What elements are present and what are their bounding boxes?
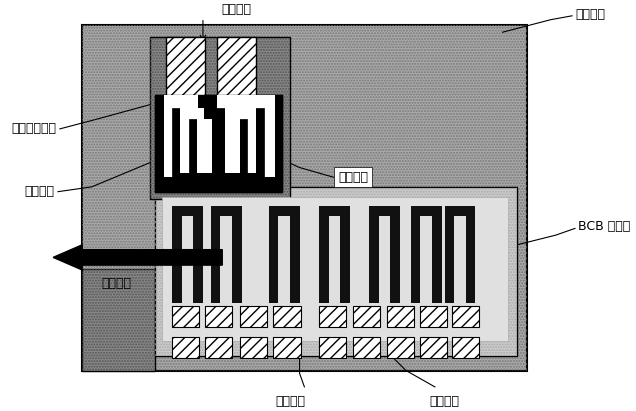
Bar: [155, 95, 282, 192]
Bar: [225, 108, 256, 173]
Bar: [411, 206, 420, 303]
Bar: [218, 95, 275, 177]
Bar: [205, 337, 232, 358]
Bar: [319, 306, 346, 327]
Text: 加热电阻: 加热电阻: [275, 395, 305, 408]
Text: 聚酰亚胺: 聚酰亚胺: [575, 8, 605, 21]
Text: 氧化铝参考区: 氧化铝参考区: [11, 122, 56, 135]
Bar: [164, 95, 198, 177]
Text: 金互连线: 金互连线: [429, 395, 460, 408]
Bar: [205, 306, 232, 327]
Bar: [82, 25, 527, 372]
Bar: [273, 337, 301, 358]
Bar: [369, 206, 400, 216]
Bar: [172, 108, 264, 183]
Bar: [452, 306, 480, 327]
Bar: [211, 206, 220, 303]
Bar: [166, 37, 205, 100]
Bar: [268, 206, 300, 216]
Text: 金互连线: 金互连线: [222, 3, 252, 16]
Bar: [319, 206, 350, 216]
Bar: [172, 206, 182, 303]
Bar: [180, 108, 204, 173]
Bar: [193, 206, 203, 303]
Bar: [197, 119, 212, 173]
Bar: [211, 206, 242, 216]
Bar: [232, 206, 242, 303]
Bar: [150, 37, 290, 199]
Bar: [340, 206, 350, 303]
Text: 参考电阻: 参考电阻: [24, 185, 54, 198]
Bar: [155, 187, 517, 356]
Bar: [466, 206, 476, 303]
Bar: [290, 206, 300, 303]
Bar: [268, 206, 279, 303]
Bar: [82, 25, 527, 372]
Bar: [432, 206, 441, 303]
Bar: [319, 206, 329, 303]
Bar: [273, 306, 301, 327]
Bar: [391, 206, 400, 303]
Bar: [150, 37, 290, 199]
Bar: [82, 269, 155, 372]
Bar: [353, 337, 380, 358]
Text: 敏感方向: 敏感方向: [101, 277, 131, 290]
Text: BCB 键合胶: BCB 键合胶: [578, 220, 630, 233]
Bar: [82, 269, 155, 372]
Bar: [172, 206, 203, 216]
Bar: [162, 196, 508, 342]
Bar: [411, 206, 441, 216]
Bar: [445, 206, 476, 216]
Bar: [172, 337, 199, 358]
Bar: [387, 306, 413, 327]
Text: 传感电阻: 传感电阻: [338, 171, 368, 184]
Bar: [319, 337, 346, 358]
Bar: [225, 119, 240, 173]
Bar: [369, 206, 379, 303]
Bar: [353, 306, 380, 327]
Bar: [155, 187, 517, 356]
Bar: [155, 95, 282, 192]
Bar: [172, 306, 199, 327]
Bar: [445, 206, 454, 303]
Bar: [240, 306, 266, 327]
Bar: [420, 337, 447, 358]
FancyArrow shape: [53, 245, 222, 270]
Bar: [420, 306, 447, 327]
Bar: [452, 337, 480, 358]
Bar: [190, 119, 247, 182]
Bar: [218, 37, 256, 100]
Bar: [387, 337, 413, 358]
Bar: [240, 337, 266, 358]
